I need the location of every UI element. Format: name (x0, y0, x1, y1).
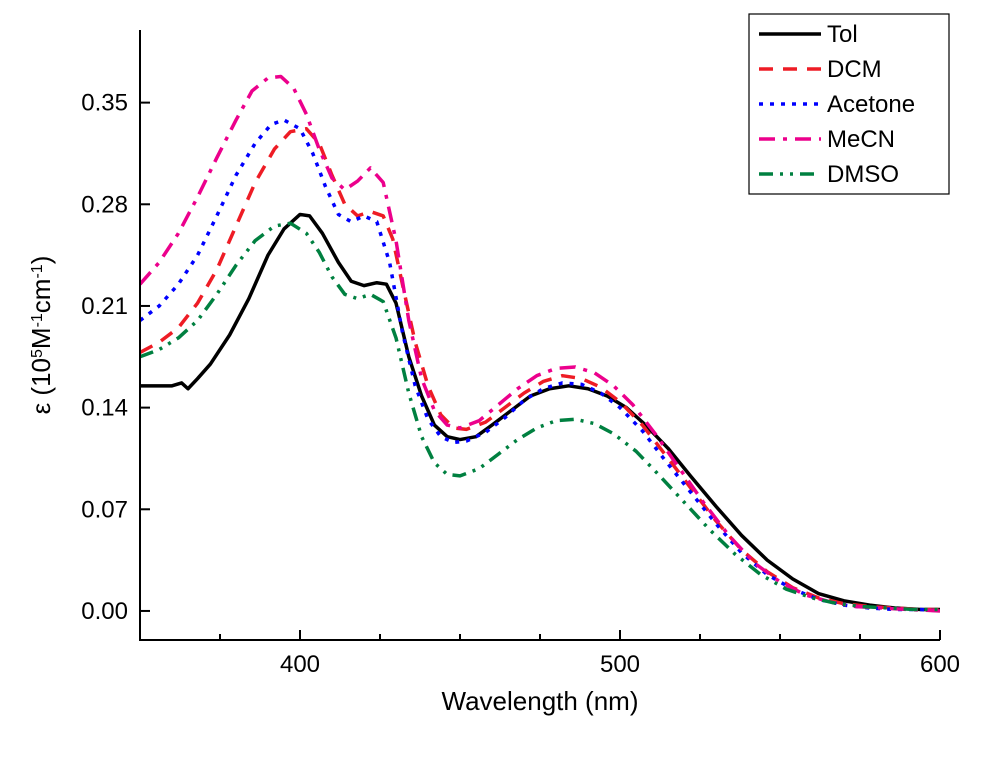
absorption-spectrum-chart: 400 500 600 0.00 0.07 0.14 0.21 0.28 0.35 Wavelen… (0, 0, 1000, 759)
ytick-label: 0.35 (81, 90, 128, 117)
ytick-label: 0.14 (81, 395, 128, 422)
ytick-label: 0.00 (81, 598, 128, 625)
ytick-label: 0.07 (81, 496, 128, 523)
ytick-label: 0.28 (81, 191, 128, 218)
legend-label: Acetone (827, 91, 915, 118)
legend: Tol DCM Acetone MeCN DMSO (749, 14, 949, 194)
legend-label: MeCN (827, 126, 895, 153)
legend-label: Tol (827, 21, 858, 48)
ytick-label: 0.21 (81, 293, 128, 320)
chart-svg: 400 500 600 0.00 0.07 0.14 0.21 0.28 0.35 Wavelen… (0, 0, 1000, 759)
legend-label: DCM (827, 56, 882, 83)
xtick-label: 500 (600, 651, 640, 678)
xtick-label: 400 (280, 651, 320, 678)
xtick-label: 600 (920, 651, 960, 678)
x-axis-label: Wavelength (nm) (442, 686, 639, 716)
legend-label: DMSO (827, 161, 899, 188)
y-axis-label: ε (105M-1cm-1) (26, 256, 56, 415)
